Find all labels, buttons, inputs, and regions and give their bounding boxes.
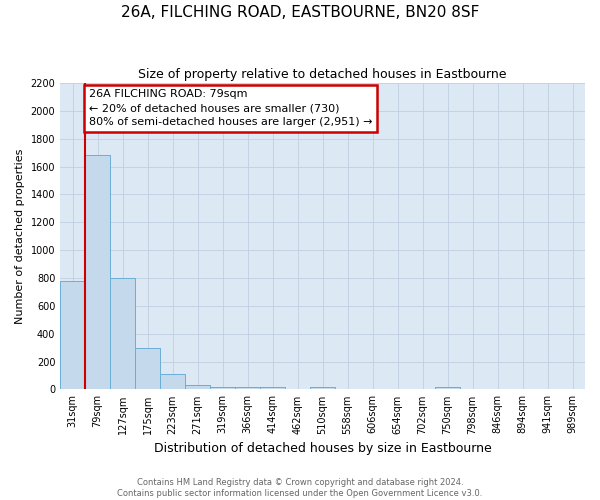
Bar [135, 348, 160, 390]
Bar [235, 386, 260, 390]
Bar [85, 156, 110, 390]
Bar [60, 281, 85, 390]
Bar [435, 388, 460, 390]
Title: Size of property relative to detached houses in Eastbourne: Size of property relative to detached ho… [139, 68, 507, 80]
X-axis label: Distribution of detached houses by size in Eastbourne: Distribution of detached houses by size … [154, 442, 491, 455]
Bar [260, 388, 285, 390]
Bar [185, 384, 210, 390]
Text: 26A FILCHING ROAD: 79sqm
← 20% of detached houses are smaller (730)
80% of semi-: 26A FILCHING ROAD: 79sqm ← 20% of detach… [89, 90, 373, 128]
Text: Contains HM Land Registry data © Crown copyright and database right 2024.
Contai: Contains HM Land Registry data © Crown c… [118, 478, 482, 498]
Bar [160, 374, 185, 390]
Bar [210, 386, 235, 390]
Text: 26A, FILCHING ROAD, EASTBOURNE, BN20 8SF: 26A, FILCHING ROAD, EASTBOURNE, BN20 8SF [121, 5, 479, 20]
Bar [110, 278, 135, 390]
Y-axis label: Number of detached properties: Number of detached properties [15, 148, 25, 324]
Bar [310, 388, 335, 390]
